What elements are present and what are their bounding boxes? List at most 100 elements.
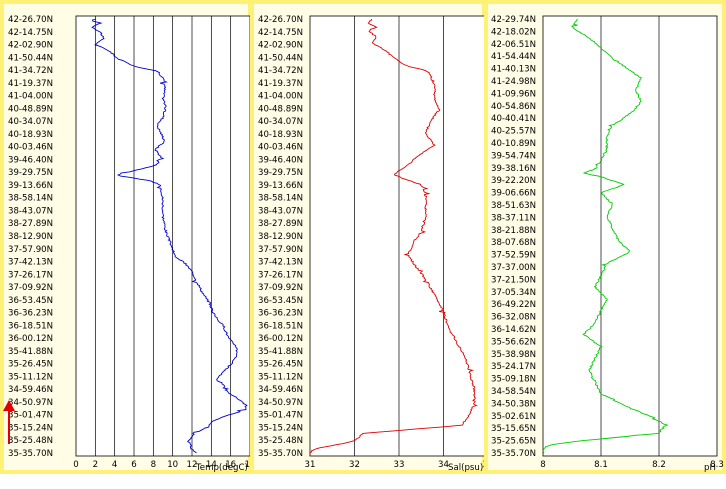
ph-plot-area [542, 15, 718, 457]
ph-latitude-label: 34-58.54N [491, 387, 536, 397]
ph-latitude-label: 38-37.11N [491, 213, 536, 223]
salinity-latitude-label: 42-02.90N [258, 41, 303, 51]
temperature-latitude-label: 36-36.23N [8, 309, 53, 319]
temperature-latitude-label: 36-53.45N [8, 296, 53, 306]
temperature-latitude-label: 34-59.46N [8, 385, 53, 395]
ph-latitude-labels: 42-29.74N 42-18.02N 42-06.51N 41-54.44N 41-4… [491, 15, 536, 459]
salinity-chart: 42-26.70N 42-14.75N 42-02.90N 41-50.44N 41-3… [258, 15, 490, 473]
salinity-latitude-label: 38-12.90N [258, 232, 303, 242]
ph-latitude-label: 37-37.00N [491, 263, 536, 273]
temperature-tick-label: 12 [187, 460, 198, 470]
temperature-latitude-label: 37-26.17N [8, 270, 53, 280]
salinity-latitude-label: 36-36.23N [258, 309, 303, 319]
salinity-axis-label: Sal(psu) [448, 463, 483, 473]
salinity-latitude-label: 36-53.45N [258, 296, 303, 306]
temperature-latitude-labels: 42-26.70N 42-14.75N 42-02.90N 41-50.44N 41-3… [8, 15, 53, 459]
temperature-tick-label: 8 [151, 460, 156, 470]
salinity-latitude-label: 40-34.07N [258, 117, 303, 127]
temperature-latitude-label: 41-34.72N [8, 66, 53, 76]
temperature-latitude-label: 35-26.45N [8, 360, 53, 370]
ph-latitude-label: 40-25.57N [491, 127, 536, 137]
salinity-latitude-label: 42-26.70N [258, 15, 303, 25]
ph-latitude-label: 35-24.17N [491, 362, 536, 372]
temperature-latitude-label: 38-58.14N [8, 194, 53, 204]
temperature-axis-label: Temp(degC) [195, 463, 248, 473]
temperature-latitude-label: 42-26.70N [8, 15, 53, 25]
temperature-tick-label: 4 [112, 460, 117, 470]
temperature-tick-label: 2 [93, 460, 98, 470]
ph-latitude-label: 39-06.66N [491, 189, 536, 199]
temperature-latitude-label: 42-14.75N [8, 28, 53, 38]
temperature-gridlines [94, 16, 232, 456]
temperature-tick-label: 14 [206, 460, 217, 470]
salinity-latitude-label: 41-50.44N [258, 53, 303, 63]
temperature-latitude-label: 39-46.40N [8, 155, 53, 165]
salinity-latitude-label: 41-04.00N [258, 92, 303, 102]
temperature-latitude-label: 40-03.46N [8, 143, 53, 153]
ph-latitude-label: 42-29.74N [491, 15, 536, 25]
salinity-panel: 42-26.70N 42-14.75N 42-02.90N 41-50.44N 41-3… [250, 0, 490, 474]
ph-latitude-label: 39-38.16N [491, 164, 536, 174]
ph-latitude-label: 35-38.98N [491, 350, 536, 360]
temperature-latitude-label: 41-19.37N [8, 79, 53, 89]
temperature-latitude-label: 39-29.75N [8, 168, 53, 178]
salinity-latitude-label: 40-18.93N [258, 130, 303, 140]
salinity-latitude-label: 40-03.46N [258, 143, 303, 153]
salinity-latitude-label: 39-29.75N [258, 168, 303, 178]
temperature-tick-label: 10 [167, 460, 178, 470]
ph-latitude-label: 37-21.50N [491, 275, 536, 285]
ph-latitude-label: 42-18.02N [491, 27, 536, 37]
ph-latitude-label: 37-05.34N [491, 288, 536, 298]
temperature-latitude-label: 40-48.89N [8, 104, 53, 114]
salinity-latitude-label: 35-25.48N [258, 436, 303, 446]
salinity-latitude-label: 39-46.40N [258, 155, 303, 165]
temperature-latitude-label: 35-41.88N [8, 347, 53, 357]
temperature-chart: 42-26.70N 42-14.75N 42-02.90N 41-50.44N 41-3… [8, 15, 255, 473]
ph-latitude-label: 38-51.63N [491, 201, 536, 211]
temperature-series-line [91, 18, 248, 454]
salinity-gridlines [354, 16, 444, 456]
ph-series-line [542, 18, 669, 454]
temperature-plot-area [75, 15, 251, 457]
temperature-latitude-label: 39-13.66N [8, 181, 53, 191]
salinity-tick-label: 34 [438, 460, 449, 470]
salinity-latitude-label: 34-50.97N [258, 398, 303, 408]
ph-latitude-label: 36-14.62N [491, 325, 536, 335]
salinity-latitude-label: 40-48.89N [258, 104, 303, 114]
temperature-latitude-label: 35-01.47N [8, 411, 53, 421]
ph-latitude-label: 35-09.18N [491, 375, 536, 385]
salinity-tick-label: 31 [305, 460, 316, 470]
salinity-latitude-label: 37-26.17N [258, 270, 303, 280]
salinity-series-line [309, 18, 478, 454]
salinity-latitude-labels: 42-26.70N 42-14.75N 42-02.90N 41-50.44N 41-3… [258, 15, 303, 459]
temperature-latitude-label: 36-18.51N [8, 321, 53, 331]
temperature-latitude-label: 37-57.90N [8, 245, 53, 255]
ph-latitude-label: 40-54.86N [491, 102, 536, 112]
salinity-latitude-label: 35-11.12N [258, 372, 303, 382]
ph-latitude-label: 41-54.44N [491, 52, 536, 62]
temperature-latitude-label: 37-09.92N [8, 283, 53, 293]
ph-tick-label: 8.1 [594, 460, 608, 470]
salinity-latitude-label: 41-19.37N [258, 79, 303, 89]
ph-latitude-label: 36-49.22N [491, 300, 536, 310]
salinity-latitude-label: 36-00.12N [258, 334, 303, 344]
temperature-latitude-label: 35-25.48N [8, 436, 53, 446]
ph-latitude-label: 42-06.51N [491, 40, 536, 50]
ph-chart: 42-29.74N 42-18.02N 42-06.51N 41-54.44N 41-4… [491, 15, 724, 473]
salinity-latitude-label: 37-09.92N [258, 283, 303, 293]
temperature-latitude-label: 35-35.70N [8, 449, 53, 459]
salinity-latitude-label: 38-58.14N [258, 194, 303, 204]
salinity-latitude-label: 41-34.72N [258, 66, 303, 76]
ph-latitude-label: 35-15.65N [491, 424, 536, 434]
ph-tick-label: 8.3 [710, 460, 724, 470]
ph-latitude-label: 40-10.89N [491, 139, 536, 149]
salinity-latitude-label: 35-01.47N [258, 411, 303, 421]
temperature-latitude-label: 41-04.00N [8, 92, 53, 102]
salinity-latitude-label: 42-14.75N [258, 28, 303, 38]
temperature-latitude-label: 38-27.89N [8, 219, 53, 229]
temperature-latitude-label: 38-12.90N [8, 232, 53, 242]
temperature-latitude-label: 41-50.44N [8, 53, 53, 63]
temperature-tick-label: 6 [131, 460, 136, 470]
temperature-latitude-label: 36-00.12N [8, 334, 53, 344]
ph-tick-labels: 8 8.1 8.2 8.3 [540, 460, 724, 470]
